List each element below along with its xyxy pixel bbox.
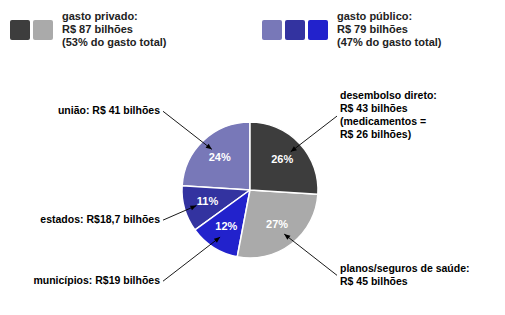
legend-swatch: [308, 20, 328, 40]
pie-slice: [250, 122, 318, 194]
annotation: estados: R$18,7 bilhões: [40, 213, 160, 225]
data-label: 12%: [215, 220, 237, 232]
pie-slice: [237, 190, 318, 258]
legend-label: gasto privado:R$ 87 bilhões(53% do gasto…: [62, 10, 167, 48]
legend: gasto privado:R$ 87 bilhões(53% do gasto…: [10, 10, 442, 48]
annotation: municípios: R$19 bilhões: [33, 274, 160, 286]
annotation-arrow: [163, 111, 212, 149]
text-line: (47% do gasto total): [337, 36, 442, 48]
pie-slice: [182, 122, 250, 190]
data-label: 26%: [271, 153, 293, 165]
data-label: 11%: [197, 195, 219, 207]
text-line: (medicamentos =: [340, 115, 426, 127]
data-label: 24%: [209, 151, 231, 163]
annotation: desembolso direto:R$ 43 bilhões(medicame…: [340, 89, 437, 140]
arrow-head: [206, 144, 212, 150]
legend-swatch: [10, 20, 30, 40]
text-line: (53% do gasto total): [62, 36, 167, 48]
text-line: união: R$ 41 bilhões: [58, 104, 160, 116]
legend-swatch: [285, 20, 305, 40]
text-line: gasto público:: [337, 10, 412, 22]
data-label: 27%: [266, 218, 288, 230]
annotation: planos/seguros de saúde:R$ 45 bilhões: [340, 262, 470, 287]
text-line: municípios: R$19 bilhões: [33, 274, 160, 286]
text-line: estados: R$18,7 bilhões: [40, 213, 160, 225]
text-line: desembolso direto:: [340, 89, 437, 101]
annotation-arrow: [163, 237, 220, 281]
annotations: união: R$ 41 bilhões estados: R$18,7 bilh…: [33, 89, 469, 286]
annotation-arrow: [163, 206, 196, 221]
text-line: R$ 45 bilhões: [340, 275, 408, 287]
text-line: R$ 79 bilhões: [337, 23, 408, 35]
legend-swatch: [33, 20, 53, 40]
arrow-head: [214, 237, 220, 243]
text-line: R$ 87 bilhões: [62, 23, 133, 35]
text-line: R$ 26 bilhões): [340, 128, 411, 140]
text-line: R$ 43 bilhões: [340, 102, 408, 114]
chart-container: gasto privado:R$ 87 bilhões(53% do gasto…: [0, 0, 505, 315]
annotation-arrow: [291, 116, 337, 152]
labels: 24% 11% 12% 27% 26%: [197, 151, 294, 233]
chart: gasto privado:R$ 87 bilhões(53% do gasto…: [0, 0, 505, 315]
text-line: gasto privado:: [62, 10, 138, 22]
legend-swatch: [262, 20, 282, 40]
annotation: união: R$ 41 bilhões: [58, 104, 160, 116]
arrow-head: [291, 146, 297, 152]
arrow-head: [190, 206, 196, 211]
arrow-head: [284, 234, 290, 240]
annotation-arrow: [284, 234, 337, 275]
legend-label: gasto público:R$ 79 bilhões(47% do gasto…: [337, 10, 442, 48]
text-line: planos/seguros de saúde:: [340, 262, 470, 274]
